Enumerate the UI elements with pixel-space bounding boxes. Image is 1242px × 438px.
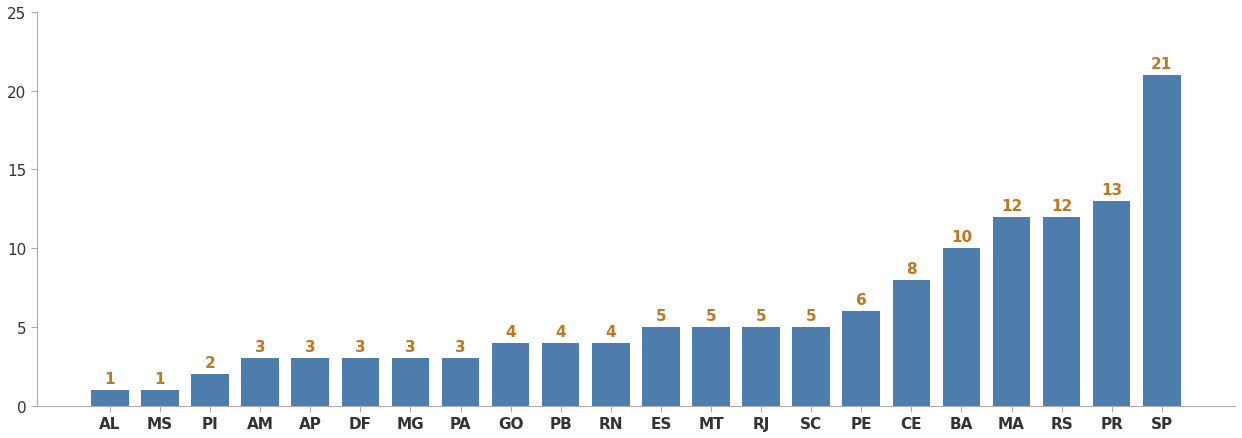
Bar	[1093, 201, 1130, 406]
Text: 6: 6	[856, 293, 867, 307]
Bar	[241, 359, 279, 406]
Text: 13: 13	[1102, 183, 1123, 198]
Text: 5: 5	[656, 308, 666, 323]
Bar	[893, 280, 930, 406]
Bar	[442, 359, 479, 406]
Text: 21: 21	[1151, 57, 1172, 72]
Text: 2: 2	[205, 355, 215, 371]
Bar	[492, 343, 529, 406]
Text: 1: 1	[104, 371, 116, 386]
Bar	[91, 390, 129, 406]
Bar	[743, 327, 780, 406]
Bar	[342, 359, 379, 406]
Text: 4: 4	[605, 324, 616, 339]
Text: 8: 8	[905, 261, 917, 276]
Text: 3: 3	[456, 340, 466, 355]
Bar	[191, 374, 229, 406]
Text: 5: 5	[806, 308, 816, 323]
Text: 4: 4	[555, 324, 566, 339]
Bar	[642, 327, 679, 406]
Bar	[792, 327, 830, 406]
Text: 12: 12	[1001, 198, 1022, 213]
Bar	[142, 390, 179, 406]
Text: 1: 1	[155, 371, 165, 386]
Text: 4: 4	[505, 324, 515, 339]
Text: 3: 3	[405, 340, 416, 355]
Bar	[992, 217, 1031, 406]
Text: 5: 5	[755, 308, 766, 323]
Text: 3: 3	[255, 340, 266, 355]
Bar	[943, 249, 980, 406]
Bar	[292, 359, 329, 406]
Text: 12: 12	[1051, 198, 1072, 213]
Bar	[542, 343, 580, 406]
Bar	[1143, 76, 1181, 406]
Text: 10: 10	[951, 230, 972, 245]
Bar	[692, 327, 730, 406]
Bar	[592, 343, 630, 406]
Text: 3: 3	[355, 340, 365, 355]
Bar	[842, 311, 881, 406]
Bar	[391, 359, 430, 406]
Bar	[1043, 217, 1081, 406]
Text: 5: 5	[705, 308, 717, 323]
Text: 3: 3	[306, 340, 315, 355]
